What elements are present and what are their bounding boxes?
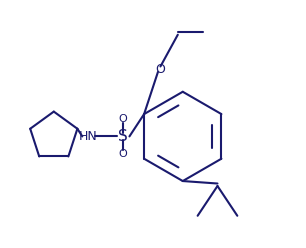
Text: O: O [155, 63, 165, 76]
Text: O: O [119, 114, 128, 124]
Text: HN: HN [79, 130, 98, 143]
Text: S: S [118, 129, 128, 144]
Text: O: O [119, 149, 128, 159]
